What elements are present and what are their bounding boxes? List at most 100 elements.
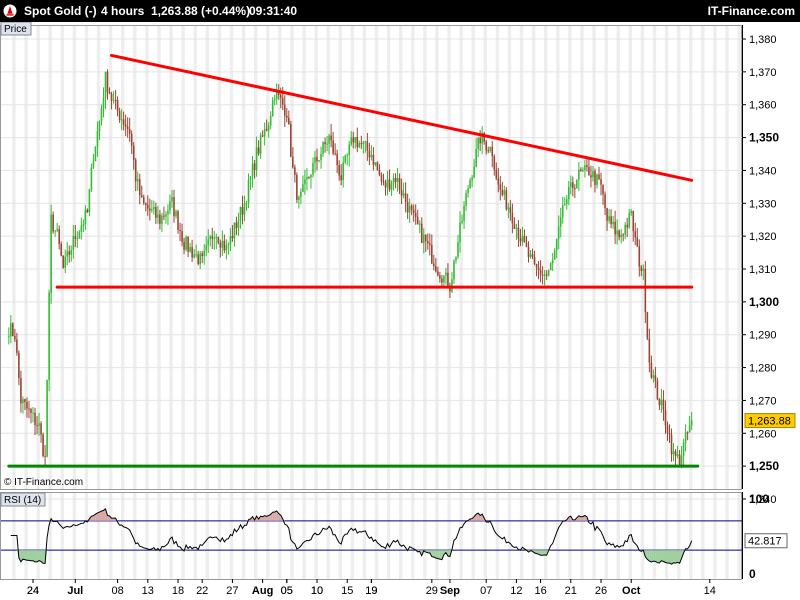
price-grid-band <box>544 26 548 489</box>
rsi-grid-band <box>96 493 101 579</box>
rsi-oversold-area <box>653 550 656 562</box>
candle-body <box>100 108 103 121</box>
candle-body <box>84 209 87 225</box>
rsi-grid-band <box>229 493 234 579</box>
candle-body <box>370 154 373 158</box>
candle-body <box>116 99 119 112</box>
candle-body <box>326 143 328 145</box>
rsi-overbought-area <box>97 512 100 521</box>
candle-body <box>360 143 363 145</box>
candle-body <box>690 420 693 426</box>
rsi-oversold-area <box>665 550 668 563</box>
candle-body <box>596 174 598 186</box>
candle-body <box>513 223 516 229</box>
rsi-overbought-area <box>91 515 94 521</box>
candle-body <box>308 177 310 179</box>
candle-body <box>28 408 30 410</box>
rsi-grid-band <box>48 493 52 579</box>
candle-body <box>396 178 399 182</box>
rsi-panel-label: RSI (14) <box>4 495 41 506</box>
candle-body <box>352 137 355 143</box>
price-grid-band <box>24 26 28 489</box>
candle-body <box>257 147 260 154</box>
candle-body <box>147 204 149 209</box>
x-tick-label: 12 <box>510 585 522 597</box>
candle-body <box>449 287 451 292</box>
rsi-overbought-area <box>576 515 579 521</box>
rsi-oversold-area <box>655 550 658 563</box>
rsi-overbought-area <box>264 515 267 521</box>
candle-body <box>580 169 582 172</box>
candle-body <box>22 399 24 404</box>
candle-body <box>582 169 584 172</box>
candle-body <box>664 410 667 426</box>
rsi-grid-band <box>725 493 729 579</box>
candle-body <box>322 142 324 154</box>
price-grid-band <box>701 26 705 489</box>
candle-body <box>294 167 296 175</box>
rsi-grid-band <box>616 493 620 579</box>
rsi-overbought-area <box>99 511 102 521</box>
candle-body <box>487 150 490 152</box>
candle-body <box>124 124 127 127</box>
candle-body <box>159 214 161 224</box>
rsi-oversold-area <box>651 550 654 563</box>
rsi-oversold-area <box>659 550 662 564</box>
candle-body <box>112 99 115 101</box>
price-grid-band <box>447 26 451 489</box>
x-tick-label: Aug <box>252 585 273 597</box>
candle-body <box>132 145 135 160</box>
price-grid-band <box>60 26 65 489</box>
x-tick-label: 10 <box>311 585 323 597</box>
rsi-oversold-area <box>35 550 38 562</box>
candle-body <box>201 253 203 257</box>
candle-body <box>114 99 117 101</box>
candle-body <box>80 225 83 232</box>
candle-body <box>239 207 242 221</box>
candle-body <box>255 147 258 171</box>
rsi-overbought-area <box>95 512 98 521</box>
candle-body <box>66 251 69 257</box>
rsi-grid-band <box>350 493 355 579</box>
rsi-grid-band <box>471 493 475 579</box>
rsi-grid-band <box>507 493 512 579</box>
candle-body <box>42 434 44 456</box>
candle-body <box>14 335 16 340</box>
candle-body <box>312 163 314 175</box>
candle-body <box>517 227 520 239</box>
candle-body <box>36 425 38 427</box>
price-grid-band <box>108 26 113 489</box>
candle-body <box>499 184 502 190</box>
price-grid-band <box>338 26 342 489</box>
candle-body <box>350 137 353 145</box>
price-grid-band <box>229 26 234 489</box>
candle-body <box>505 190 508 210</box>
y-tick-label: 1,290 <box>749 330 777 342</box>
price-grid-band <box>145 26 149 489</box>
rsi-oversold-area <box>431 550 434 558</box>
candle-body <box>275 90 278 99</box>
candle-body <box>668 433 671 435</box>
chart-area[interactable]: Price © IT-Finance.com RSI (14) 1,240 1,250 1… <box>0 22 800 600</box>
candle-body <box>217 236 220 244</box>
candle-body <box>388 179 391 190</box>
candle-body <box>531 254 534 258</box>
candle-body <box>183 241 185 250</box>
rsi-grid-band <box>423 493 427 579</box>
candle-body <box>219 243 222 248</box>
y-tick-label: 1,280 <box>749 363 777 375</box>
y-tick-label: 1,240 <box>749 494 777 506</box>
candle-body <box>138 179 141 196</box>
price-grid-band <box>507 26 512 489</box>
rsi-grid-band <box>737 493 741 579</box>
rsi-value-label: 42.817 <box>748 536 782 548</box>
x-tick-label: 08 <box>111 585 123 597</box>
rsi-grid-band <box>495 493 500 579</box>
candle-body <box>245 203 248 205</box>
candle-body <box>302 184 304 192</box>
candle-body <box>165 214 167 217</box>
candle-body <box>578 169 580 180</box>
candle-body <box>648 338 651 363</box>
price-grid-band <box>374 26 379 489</box>
candle-body <box>237 220 240 229</box>
